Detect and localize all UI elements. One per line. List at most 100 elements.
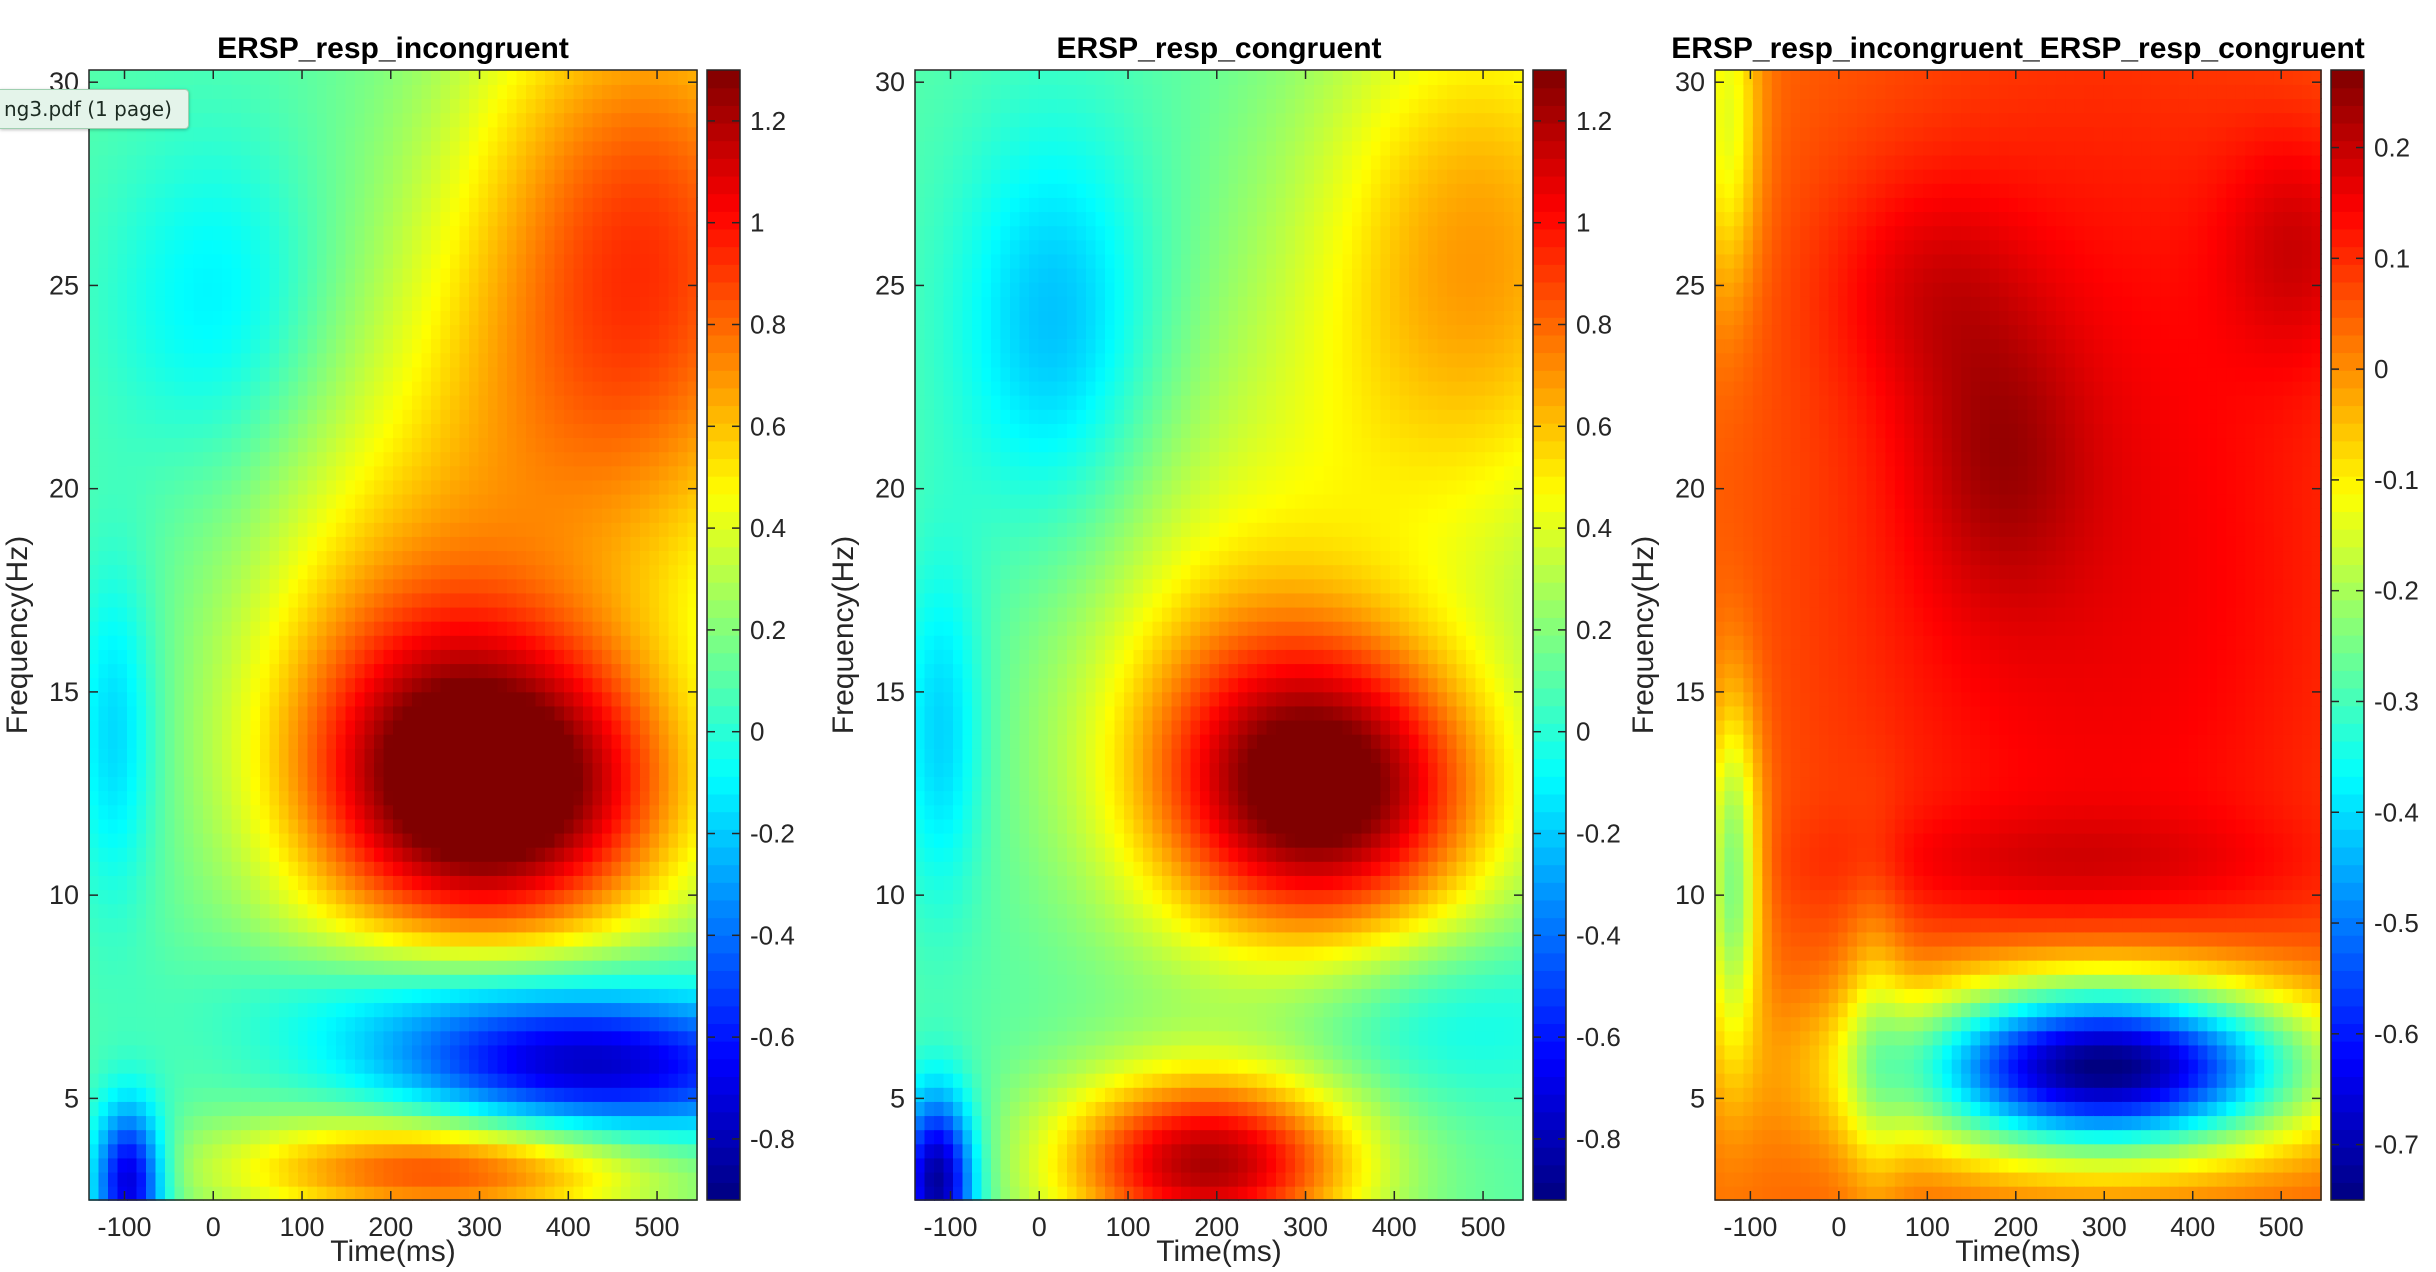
heatmap-cell [174, 931, 185, 947]
heatmap-cell [535, 1044, 546, 1060]
heatmap-cell [516, 296, 527, 311]
heatmap-cell [155, 663, 166, 679]
heatmap-cell [155, 140, 166, 156]
heatmap-cell [630, 168, 641, 184]
heatmap-cell [165, 875, 176, 891]
heatmap-cell [611, 846, 622, 862]
heatmap-cell [459, 974, 470, 989]
heatmap-cell [317, 945, 328, 961]
heatmap-cell [260, 733, 271, 749]
heatmap-cell [402, 98, 413, 114]
heatmap-cell [659, 564, 670, 580]
heatmap-cell [184, 974, 195, 989]
heatmap-cell [383, 733, 394, 749]
heatmap-cell [136, 1002, 147, 1018]
heatmap-cell [212, 465, 223, 481]
heatmap-cell [412, 1115, 423, 1131]
heatmap-cell [507, 394, 518, 410]
heatmap-cell [383, 493, 394, 509]
heatmap-cell [374, 564, 385, 580]
heatmap-cell [488, 465, 499, 481]
heatmap-cell [269, 112, 280, 128]
heatmap-cell [222, 84, 233, 100]
heatmap-cell [184, 98, 195, 114]
heatmap-cell [155, 1044, 166, 1060]
heatmap-cell [117, 931, 128, 947]
heatmap-cell [431, 635, 442, 650]
heatmap-cell [659, 296, 670, 311]
heatmap-cell [564, 974, 575, 989]
heatmap-cell [592, 620, 603, 636]
heatmap-cell [193, 1143, 204, 1159]
heatmap-cell [355, 903, 366, 919]
heatmap-cell [621, 748, 632, 763]
heatmap-cell [412, 253, 423, 269]
heatmap-cell [383, 550, 394, 566]
heatmap-cell [193, 324, 204, 340]
heatmap-cell [659, 324, 670, 340]
heatmap-cell [412, 663, 423, 679]
heatmap-cell [317, 493, 328, 509]
heatmap-cell [649, 239, 660, 255]
heatmap-cell [583, 140, 594, 156]
heatmap-cell [545, 846, 556, 862]
heatmap-cell [146, 606, 157, 622]
heatmap-cell [659, 719, 670, 735]
heatmap-cell [117, 861, 128, 876]
heatmap-cell [117, 719, 128, 735]
heatmap-cell [269, 267, 280, 283]
heatmap-cell [117, 705, 128, 721]
heatmap-cell [212, 635, 223, 650]
heatmap-cell [469, 1016, 480, 1032]
heatmap-cell [526, 550, 537, 566]
heatmap-cell [374, 762, 385, 778]
heatmap-cell [573, 225, 584, 241]
heatmap-cell [317, 1171, 328, 1187]
heatmap-cell [184, 959, 195, 975]
heatmap-cell [630, 98, 641, 114]
heatmap-cell [507, 140, 518, 156]
heatmap-cell [440, 550, 451, 566]
heatmap-cell [269, 536, 280, 552]
heatmap-cell [298, 197, 309, 213]
heatmap-cell [507, 762, 518, 778]
heatmap-cell [554, 281, 565, 297]
heatmap-cell [602, 211, 613, 227]
heatmap-cell [127, 451, 138, 467]
heatmap-cell [421, 324, 432, 340]
heatmap-cell [488, 846, 499, 862]
heatmap-cell [668, 197, 679, 213]
heatmap-cell [165, 861, 176, 876]
heatmap-cell [393, 324, 404, 340]
heatmap-cell [174, 1157, 185, 1173]
heatmap-cell [212, 959, 223, 975]
heatmap-cell [488, 762, 499, 778]
heatmap-cell [497, 253, 508, 269]
heatmap-cell [497, 493, 508, 509]
heatmap-cell [355, 310, 366, 326]
heatmap-cell [155, 1143, 166, 1159]
heatmap-cell [678, 804, 689, 820]
heatmap-cell [146, 903, 157, 919]
heatmap-cell [89, 126, 100, 142]
heatmap-cell [383, 903, 394, 919]
heatmap-cell [478, 1087, 489, 1102]
heatmap-cell [89, 931, 100, 947]
heatmap-cell [478, 804, 489, 820]
heatmap-cell [564, 409, 575, 424]
heatmap-cell [412, 366, 423, 382]
heatmap-cell [364, 310, 375, 326]
heatmap-cell [573, 409, 584, 424]
heatmap-cell [469, 168, 480, 184]
heatmap-cell [326, 974, 337, 989]
heatmap-cell [345, 1115, 356, 1131]
heatmap-cell [383, 1087, 394, 1102]
heatmap-cell [117, 310, 128, 326]
heatmap-cell [355, 352, 366, 368]
heatmap-cell [269, 748, 280, 763]
heatmap-cell [355, 677, 366, 693]
heatmap-cell [649, 366, 660, 382]
heatmap-cell [165, 1129, 176, 1145]
heatmap-cell [421, 762, 432, 778]
heatmap-cell [602, 1087, 613, 1102]
